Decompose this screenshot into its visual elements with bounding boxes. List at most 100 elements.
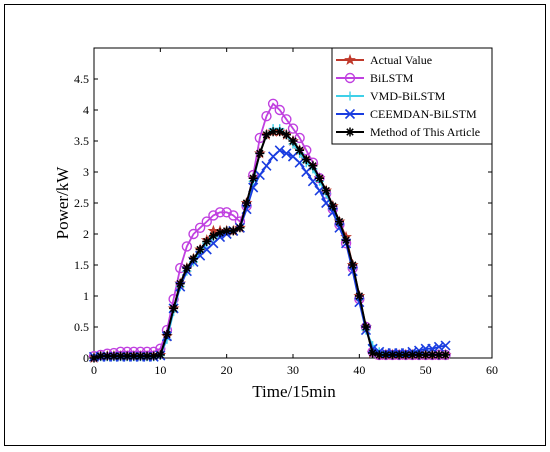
data-point [149,351,159,361]
data-point [228,210,239,221]
data-point [96,351,106,361]
data-point [102,351,112,361]
legend-item: Actual Value [336,53,432,67]
data-point [261,130,271,140]
data-point [215,228,225,238]
data-point [268,127,278,137]
data-point [122,351,132,361]
data-point [189,254,198,264]
y-tick-label: 1.5 [74,258,89,272]
data-point [168,293,179,305]
data-point [222,226,232,236]
data-point [295,145,305,155]
data-point [195,245,205,254]
legend-marker [345,91,355,101]
y-tick-label: 4 [83,103,89,117]
legend-label: BiLSTM [370,71,414,85]
data-point [374,350,384,360]
legend-marker [344,53,356,66]
x-tick-label: 10 [154,363,166,377]
data-point [421,350,431,360]
data-point [368,348,378,358]
data-point [301,155,311,165]
data-point [301,166,312,178]
y-tick-label: 2.5 [74,196,89,210]
data-point [228,226,238,236]
legend-item: BiLSTM [336,71,414,85]
data-point [181,241,193,252]
legend-marker [344,72,356,84]
x-axis-title: Time/15min [252,382,336,401]
data-point [135,351,145,361]
data-point [221,207,232,218]
data-point [440,340,451,351]
data-point [202,236,212,246]
legend-item: Method of This Article [336,125,480,139]
legend-label: Actual Value [370,53,432,67]
y-tick-label: 3 [83,165,89,179]
data-point [281,148,292,159]
data-point [89,353,99,363]
data-point [248,173,258,183]
data-point [348,260,358,270]
data-point [169,303,179,313]
y-tick-label: 1 [83,289,89,303]
y-tick-label: 0.5 [74,320,89,334]
y-tick-label: 2 [83,227,89,241]
legend-label: Method of This Article [370,125,480,139]
data-point [261,110,272,122]
data-point [381,350,391,360]
data-point [427,350,437,360]
data-point [287,123,299,134]
legend-label: VMD-BiLSTM [370,89,446,103]
legend-label: CEEMDAN-BiLSTM [370,107,477,121]
data-point [288,136,298,146]
data-point [281,130,291,140]
data-point [281,114,292,125]
legend-item: CEEMDAN-BiLSTM [336,107,477,121]
data-point [328,201,338,211]
series-method-of-this-article [89,127,451,363]
x-tick-label: 40 [353,363,365,377]
x-tick-label: 20 [221,363,233,377]
legend-marker [344,108,356,120]
data-point [315,173,325,183]
data-point [194,222,206,234]
data-point [334,217,344,227]
data-point [109,351,119,361]
data-point [321,186,331,196]
y-axis-title: Power/kW [53,166,72,240]
data-point [188,228,199,240]
data-point [116,351,126,361]
data-point [414,350,424,360]
data-point [401,350,411,360]
data-point [308,161,318,171]
data-point [274,104,285,116]
x-tick-label: 60 [486,363,498,377]
y-tick-label: 4.5 [74,72,89,86]
data-point [242,198,252,208]
data-point [201,216,212,227]
data-point [354,291,364,301]
data-point [175,279,185,289]
data-point [261,160,272,171]
data-point [142,351,152,361]
data-point [274,145,285,156]
x-tick-label: 30 [287,363,299,377]
data-point [162,329,172,339]
data-point [129,351,139,361]
legend-item: VMD-BiLSTM [336,89,446,103]
data-point [394,350,404,360]
data-point [208,231,218,241]
x-tick-label: 50 [420,363,432,377]
data-point [434,350,444,360]
data-point [155,350,165,360]
y-tick-label: 0 [83,351,89,365]
legend-marker [345,127,355,137]
data-point [441,350,451,360]
data-point [267,98,279,110]
data-point [275,127,285,137]
data-point [314,185,325,196]
data-point [255,148,265,158]
